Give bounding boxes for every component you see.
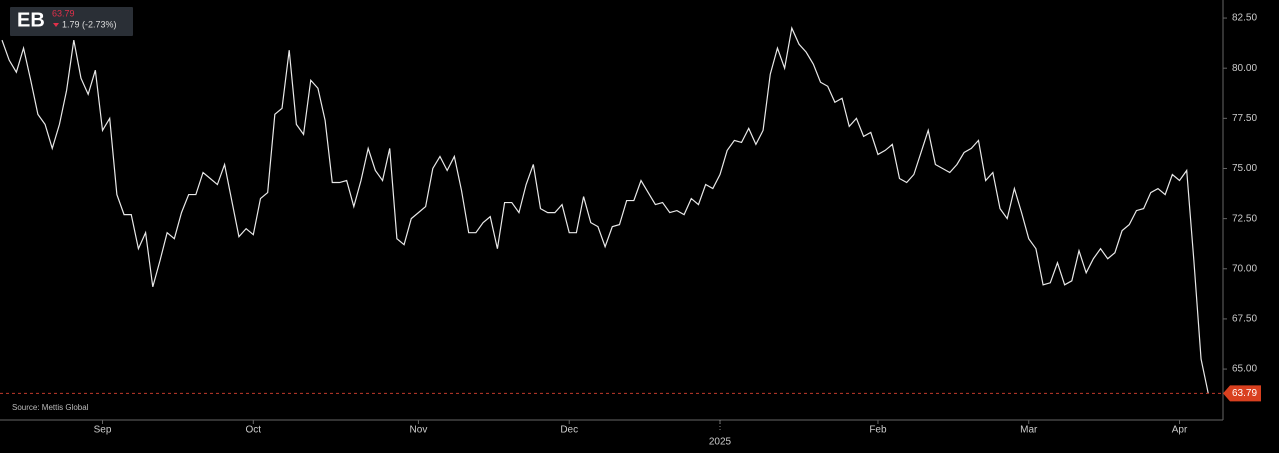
x-tick-label: Feb [869, 425, 887, 436]
x-tick-label: Oct [246, 425, 262, 436]
y-tick-label: 77.50 [1232, 113, 1257, 124]
last-price-label: 63.79 [1232, 388, 1257, 399]
x-tick-label: Dec [560, 425, 578, 436]
ticker-badge [10, 7, 133, 36]
price-line [1, 26, 1209, 394]
y-tick-label: 67.50 [1232, 314, 1257, 325]
last-price: 63.79 [52, 8, 75, 18]
x-tick-label: Nov [410, 425, 428, 436]
x-tick-label: Mar [1020, 425, 1038, 436]
x-tick-label: 2025 [709, 437, 732, 448]
price-change: 1.79 (-2.73%) [62, 19, 117, 29]
y-tick-label: 70.00 [1232, 263, 1257, 274]
y-tick-label: 65.00 [1232, 364, 1257, 375]
ticker: EB [17, 9, 45, 31]
y-tick-label: 72.50 [1232, 213, 1257, 224]
x-tick-label: Sep [94, 425, 112, 436]
source: Source: Mettis Global [12, 403, 89, 412]
y-tick-label: 75.00 [1232, 163, 1257, 174]
last-price-tag [1223, 385, 1261, 402]
down-arrow [53, 20, 59, 27]
y-tick-label: 80.00 [1232, 63, 1257, 74]
y-tick-label: 82.50 [1232, 13, 1257, 24]
x-tick-label: Apr [1172, 425, 1188, 436]
